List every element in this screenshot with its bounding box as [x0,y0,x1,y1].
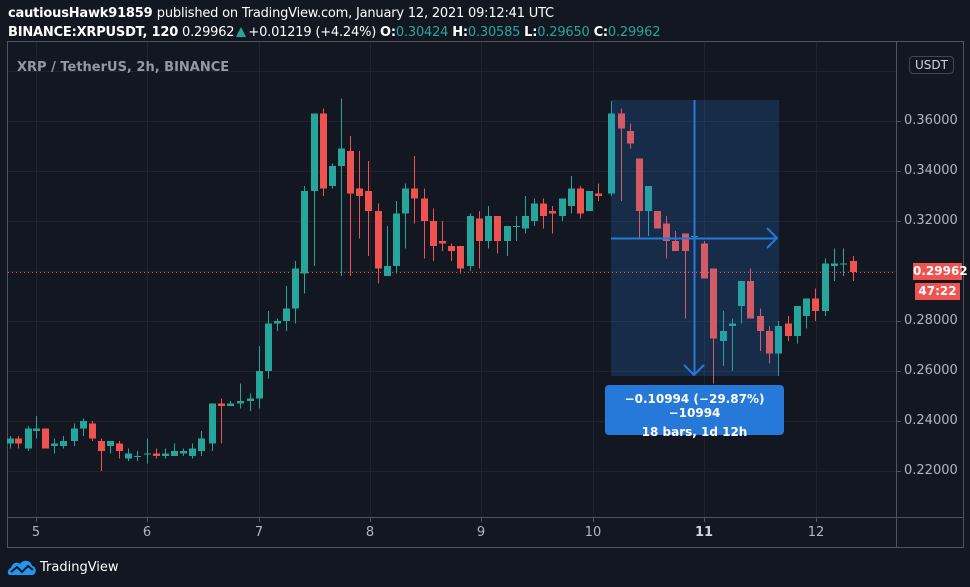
bar-countdown: 47:22 [915,283,960,300]
author[interactable]: cautiousHawk91859 [8,6,153,21]
symbol-info: BINANCE:XRPUSDT, 120 0.29962 +0.01219 (+4… [8,25,660,40]
last-value: 0.29962 [182,25,235,40]
price-tick [896,471,901,472]
price-tick-label: 0.32000 [904,213,958,228]
price-tick [896,421,901,422]
measure-label: −0.10994 (−29.87%) −10994 18 bars, 1d 12… [605,385,784,439]
price-tick-label: 0.36000 [904,113,958,128]
time-tick-label: 10 [584,525,602,540]
low-value: 0.29650 [537,25,590,40]
measure-bars: 18 bars, 1d 12h [641,425,748,439]
price-tick [896,121,901,122]
tradingview-logo[interactable]: TradingView [7,557,119,577]
price-tick-label: 0.34000 [904,163,958,178]
price-tick [896,171,901,172]
time-tick-label: 7 [254,525,264,540]
time-tick-label: 12 [807,525,825,540]
close-value: 0.29962 [607,25,661,40]
low-label: L: [524,25,538,40]
tradingview-cloud-icon [7,560,36,575]
symbol: BINANCE:XRPUSDT, 120 [8,25,179,40]
price-tick [896,221,901,222]
open-label: O: [380,25,396,40]
high-label: H: [452,25,468,40]
price-tick-label: 0.28000 [904,313,958,328]
chart-legend-title[interactable]: XRP / TetherUS, 2h, BINANCE [17,60,230,75]
price-tick [896,321,901,322]
price-tick-label: 0.26000 [904,363,958,378]
price-tick [896,371,901,372]
axis-corner [896,517,964,548]
up-triangle-icon [236,27,247,37]
time-axis[interactable] [7,517,897,548]
publish-info: cautiousHawk91859 published on TradingVi… [8,6,554,21]
published-text: published on TradingView.com, January 12… [156,6,554,21]
time-tick-label: 5 [31,525,41,540]
time-tick-label: 9 [476,525,486,540]
price-tick-label: 0.22000 [904,463,958,478]
brand-name: TradingView [40,559,119,575]
open-value: 0.30424 [395,25,449,40]
chart-pane[interactable] [7,41,897,518]
time-tick-label: 6 [142,525,152,540]
time-tick-label: 8 [365,525,375,540]
high-value: 0.30585 [467,25,521,40]
measure-change: −0.10994 (−29.87%) −10994 [624,392,765,420]
currency-badge[interactable]: USDT [909,56,954,74]
change-value: +0.01219 (+4.24%) [248,25,377,40]
price-tick-label: 0.24000 [904,413,958,428]
last-price-label: 0.29962 [913,263,968,280]
close-label: C: [593,25,609,40]
price-axis[interactable] [896,41,964,518]
time-tick-label: 11 [694,525,714,540]
